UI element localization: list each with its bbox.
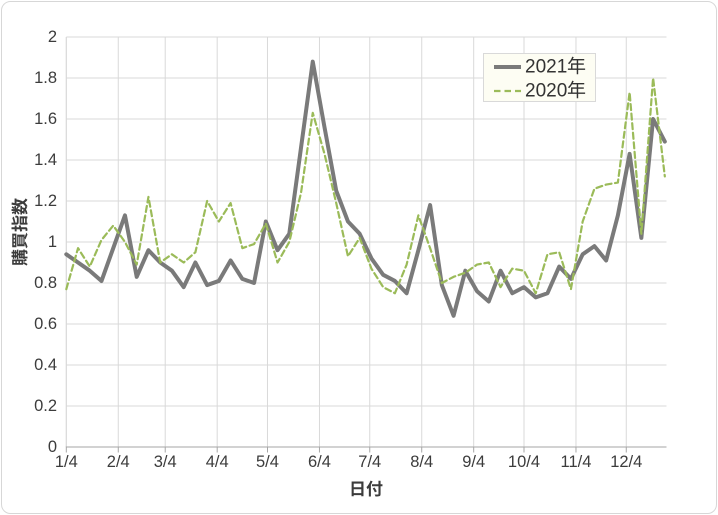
x-tick-label: 8/4 bbox=[410, 453, 434, 471]
y-tick-label: 1.6 bbox=[34, 110, 57, 128]
x-tick-label: 6/4 bbox=[307, 453, 331, 471]
legend-label-2020: 2020 bbox=[525, 80, 586, 103]
y-tick-label: 0 bbox=[47, 438, 57, 456]
x-axis-title bbox=[316, 479, 416, 501]
kanji-glyph bbox=[568, 56, 586, 74]
x-tick-label: 10/4 bbox=[507, 453, 541, 471]
x-tick-label: 4/4 bbox=[205, 453, 229, 471]
y-tick-label: 0.6 bbox=[34, 315, 57, 333]
y-tick-label: 0.2 bbox=[34, 397, 57, 415]
kanji-glyph bbox=[12, 232, 28, 249]
series-line-2020 bbox=[65, 76, 666, 295]
y-tick-label: 2 bbox=[47, 28, 57, 46]
legend: 2021 2020 bbox=[483, 53, 596, 102]
legend-line-sample-dashed bbox=[494, 89, 521, 93]
y-axis-title bbox=[11, 187, 31, 277]
legend-item-2020: 2020 bbox=[484, 79, 586, 103]
kanji-glyph bbox=[568, 80, 586, 98]
y-tick-label: 1.4 bbox=[34, 151, 57, 169]
y-tick-label: 0.4 bbox=[34, 356, 57, 374]
x-tick-label: 12/4 bbox=[610, 453, 643, 471]
kanji-glyph bbox=[11, 198, 28, 215]
y-tick-label: 1.8 bbox=[34, 69, 57, 87]
x-tick-label: 3/4 bbox=[153, 453, 177, 471]
x-tick-label: 5/4 bbox=[256, 453, 279, 471]
y-tick-label: 0.8 bbox=[34, 274, 57, 292]
x-tick-label: 7/4 bbox=[358, 453, 382, 471]
kanji-glyph bbox=[11, 249, 28, 266]
x-tick-label: 9/4 bbox=[462, 453, 486, 471]
legend-line-sample-solid bbox=[494, 65, 521, 69]
kanji-glyph bbox=[11, 215, 28, 232]
kanji-glyph bbox=[366, 480, 383, 497]
kanji-glyph bbox=[351, 481, 364, 497]
x-tick-label: 2/4 bbox=[106, 453, 130, 471]
y-tick-label: 1.2 bbox=[34, 192, 57, 210]
legend-label-2021: 2021 bbox=[525, 56, 586, 79]
legend-item-2021: 2021 bbox=[484, 55, 586, 79]
x-tick-label: 11/4 bbox=[560, 453, 592, 471]
y-tick-label: 1 bbox=[47, 233, 57, 251]
x-tick-label: 1/4 bbox=[54, 453, 78, 471]
